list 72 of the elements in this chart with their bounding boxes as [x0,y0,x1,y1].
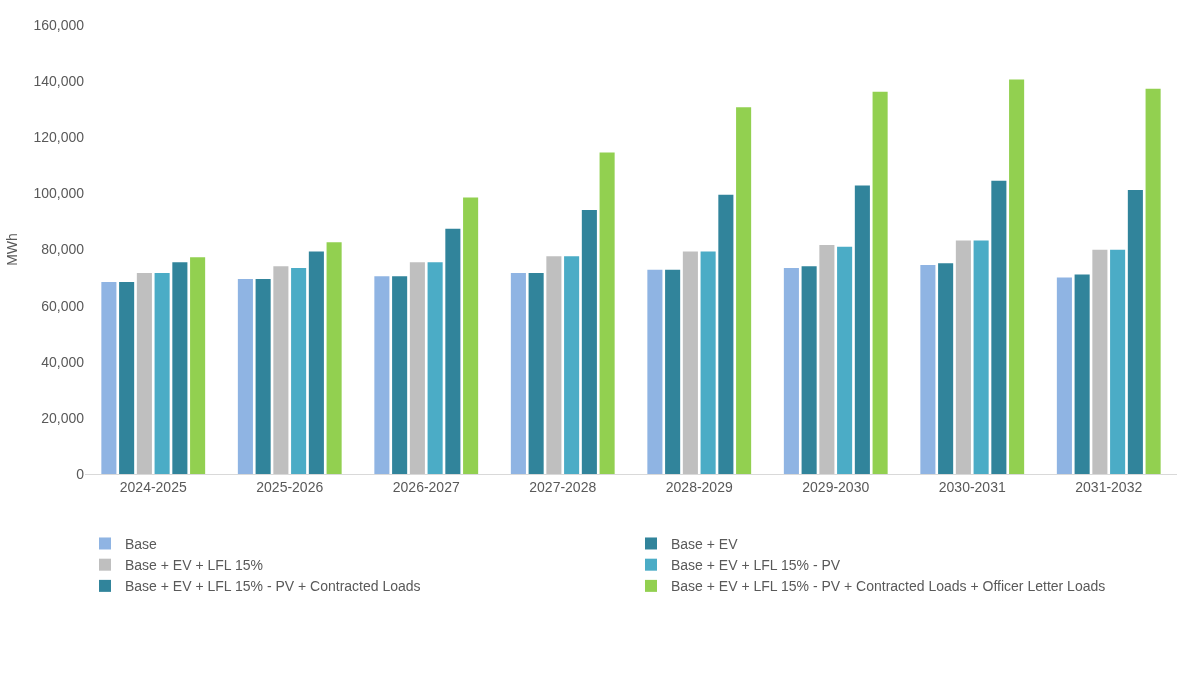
bar [991,180,1007,474]
bar [837,246,853,474]
bar [682,251,698,474]
x-tick-label: 2025-2026 [256,478,324,495]
bar [510,273,526,474]
bar [1092,249,1108,474]
bar [237,278,253,474]
bar [700,251,716,474]
bar [736,107,752,474]
legend-label: Base + EV + LFL 15% - PV [671,557,841,574]
x-tick-label: 2028-2029 [665,478,733,495]
bar [392,276,408,474]
x-tick-label: 2031-2032 [1075,478,1143,495]
bar [938,263,954,474]
y-tick-label: 120,000 [33,129,85,146]
x-tick-label: 2027-2028 [529,478,597,495]
bar [154,273,170,474]
bar [101,282,117,474]
bar [955,240,971,474]
legend-label: Base + EV + LFL 15% - PV + Contracted Loads + Officer Letter Loads [671,578,1106,595]
bar [564,256,580,474]
bar [872,91,888,474]
bar [326,242,342,474]
bar [255,278,271,474]
y-tick-label: 80,000 [41,241,85,258]
bar [427,262,443,474]
y-axis-title: MWh [3,233,20,266]
bar [528,273,544,474]
bar [854,185,870,474]
bar [1127,190,1143,474]
x-tick-label: 2026-2027 [392,478,460,495]
bar [409,262,425,474]
y-tick-label: 160,000 [33,16,85,33]
bar [546,256,562,474]
bar [920,264,936,474]
bar [973,240,989,474]
bar [190,257,206,474]
y-tick-label: 100,000 [33,185,85,202]
y-tick-label: 140,000 [33,73,85,90]
bar [1009,79,1025,474]
bar [308,251,324,474]
bar [1056,277,1072,474]
bar [581,209,597,474]
bar [647,269,663,474]
y-tick-label: 20,000 [41,409,85,426]
bar [819,245,835,474]
bar [665,269,681,474]
legend-label: Base + EV [671,535,739,552]
bar [463,197,479,474]
x-tick-label: 2030-2031 [938,478,1006,495]
bar [374,276,390,474]
legend-label: Base + EV + LFL 15% [125,557,264,574]
bar [273,266,289,474]
bar [1145,88,1161,474]
bar [119,282,135,474]
x-tick-label: 2029-2030 [802,478,870,495]
y-tick-label: 0 [76,465,85,482]
y-tick-label: 40,000 [41,353,85,370]
bar [172,262,188,474]
legend-label: Base [125,535,158,552]
bar [801,266,817,474]
legend-label: Base + EV + LFL 15% - PV + Contracted Loads [125,578,421,595]
x-tick-label: 2024-2025 [119,478,187,495]
bar [445,228,461,474]
bar [783,268,799,474]
bar [1074,274,1090,474]
bar [718,194,734,474]
bar [291,268,307,474]
bar [1110,249,1126,474]
y-tick-label: 60,000 [41,297,85,314]
bar [599,152,615,474]
bar [136,273,152,474]
